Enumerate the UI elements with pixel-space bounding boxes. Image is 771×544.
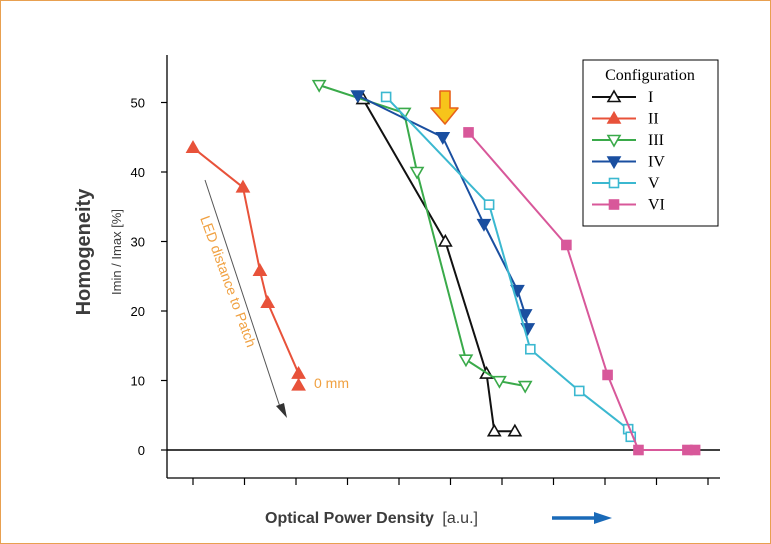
series-iv-point bbox=[350, 90, 366, 104]
legend-label: IV bbox=[648, 154, 665, 171]
y-tick-label: 50 bbox=[131, 96, 145, 111]
series-iv-point bbox=[435, 131, 451, 145]
series-ii-point bbox=[252, 263, 268, 276]
plot-area bbox=[185, 79, 701, 456]
legend-box bbox=[582, 59, 719, 227]
legend-swatch-marker bbox=[608, 177, 620, 189]
y-ticks: 0 10 20 30 40 50 bbox=[131, 96, 167, 458]
series-i-point bbox=[507, 423, 523, 437]
led-distance-annotation: LED distance to Patch bbox=[197, 214, 259, 350]
series-i-point bbox=[486, 423, 502, 437]
series-ii bbox=[185, 140, 306, 391]
series-iii-point bbox=[492, 375, 507, 389]
y-tick-label: 0 bbox=[138, 443, 145, 458]
y-tick-label: 10 bbox=[131, 374, 145, 389]
legend-swatch-marker bbox=[606, 89, 622, 103]
highlight-arrow bbox=[430, 90, 459, 125]
legend-entry-vi: VI bbox=[592, 197, 665, 214]
series-iv-line bbox=[357, 94, 529, 329]
led-distance-arrow bbox=[204, 179, 287, 418]
series-i-line bbox=[362, 98, 515, 433]
legend-label: III bbox=[648, 132, 664, 149]
x-axis-label: Optical Power Density [a.u.] bbox=[265, 510, 478, 527]
series-iii-point bbox=[409, 166, 425, 180]
legend-entry-ii: II bbox=[592, 111, 659, 128]
series-vi-point bbox=[602, 369, 613, 381]
legend-swatch-marker bbox=[606, 134, 622, 148]
y-axis-label: Homogeneity bbox=[73, 188, 95, 316]
series-ii-point bbox=[185, 140, 201, 153]
y-tick-label: 40 bbox=[131, 165, 145, 180]
y-tick-label: 30 bbox=[131, 235, 145, 250]
x-axis-label-main: Optical Power Density bbox=[265, 510, 434, 527]
legend-label: VI bbox=[648, 197, 665, 214]
legend-title: Configuration bbox=[605, 67, 695, 84]
series-ii-point bbox=[235, 179, 251, 193]
series-vi-point bbox=[633, 444, 644, 456]
series-iii-point bbox=[517, 380, 533, 394]
legend-label: V bbox=[648, 175, 660, 192]
series-i-point bbox=[437, 233, 453, 247]
axes bbox=[166, 55, 720, 479]
series-ii-point bbox=[291, 365, 306, 379]
series-iv-point bbox=[476, 218, 492, 232]
legend-swatch-marker bbox=[608, 199, 620, 210]
legend-entry-iii: III bbox=[592, 132, 664, 149]
x-direction-arrow bbox=[552, 512, 612, 524]
x-ticks bbox=[192, 478, 709, 485]
series-ii-line bbox=[192, 146, 300, 386]
legend-entry-v: V bbox=[592, 175, 660, 192]
series-vi-point bbox=[463, 127, 474, 138]
series-iii bbox=[311, 79, 533, 394]
series-iii-point bbox=[311, 79, 327, 93]
series-i bbox=[355, 91, 523, 437]
series-iv-point bbox=[517, 309, 533, 323]
series-v-point bbox=[525, 343, 536, 355]
legend-label: II bbox=[648, 111, 659, 128]
series-iii-point bbox=[458, 354, 474, 368]
series-ii-point bbox=[291, 377, 306, 391]
series-iii-line bbox=[318, 84, 526, 388]
series-ii-point bbox=[260, 295, 276, 308]
legend-swatch-marker bbox=[606, 156, 622, 170]
series-vi bbox=[463, 127, 701, 456]
series-vi-point bbox=[561, 239, 572, 251]
series-v-point bbox=[483, 199, 495, 210]
series-v-point bbox=[573, 385, 585, 397]
series-v-point bbox=[380, 91, 392, 103]
legend-swatch-marker bbox=[606, 110, 622, 124]
y-axis-sublabel: Imin / Imax [%] bbox=[109, 209, 124, 295]
legend-entry-i: I bbox=[592, 89, 653, 106]
x-axis-label-unit: [a.u.] bbox=[442, 510, 478, 527]
legend-entry-iv: IV bbox=[592, 154, 665, 171]
zero-mm-label: 0 mm bbox=[314, 375, 349, 391]
series-v bbox=[380, 91, 637, 443]
legend-label: I bbox=[648, 89, 653, 106]
series-vi-point bbox=[689, 444, 701, 456]
y-tick-label: 20 bbox=[131, 304, 145, 319]
